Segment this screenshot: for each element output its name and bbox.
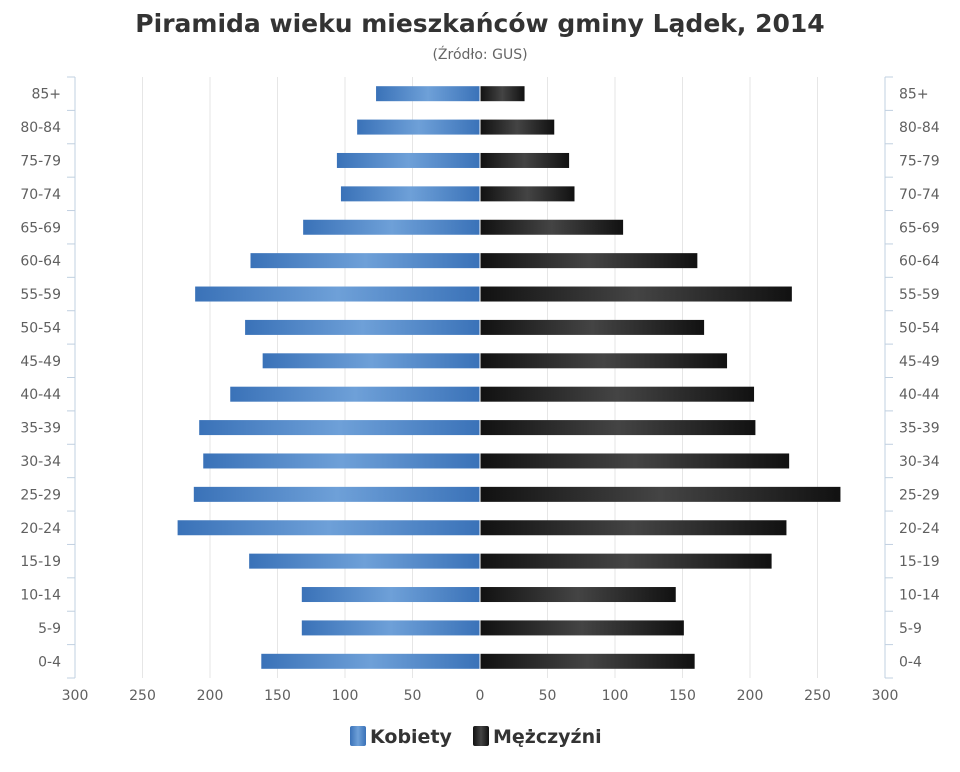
legend-label-mezczyzni: Mężczyźni (493, 726, 602, 748)
bar-mezczyzni[interactable] (480, 186, 575, 202)
bar-kobiety[interactable] (303, 219, 480, 235)
bar-kobiety[interactable] (376, 86, 480, 102)
bars (177, 77, 841, 678)
bar-mezczyzni[interactable] (480, 553, 772, 569)
bar-mezczyzni[interactable] (480, 353, 728, 369)
bar-kobiety[interactable] (177, 520, 480, 536)
category-label-right: 85+ (899, 87, 929, 103)
category-label-left: 75-79 (20, 153, 61, 169)
category-label-right: 30-34 (899, 454, 940, 470)
x-tick-label: 100 (602, 688, 629, 704)
category-label-right: 25-29 (899, 487, 940, 503)
x-tick-label: 200 (197, 688, 224, 704)
category-label-left: 50-54 (20, 320, 61, 336)
category-label-left: 65-69 (20, 220, 61, 236)
bar-mezczyzni[interactable] (480, 219, 624, 235)
legend-swatch-mezczyzni (473, 726, 489, 746)
category-label-right: 20-24 (899, 521, 940, 537)
x-tick-label: 300 (872, 688, 899, 704)
category-label-right: 15-19 (899, 554, 940, 570)
bar-kobiety[interactable] (357, 119, 480, 135)
category-label-right: 40-44 (899, 387, 940, 403)
bar-kobiety[interactable] (199, 420, 480, 436)
chart-title: Piramida wieku mieszkańców gminy Lądek, … (135, 9, 824, 38)
category-label-left: 0-4 (38, 654, 61, 670)
category-label-right: 45-49 (899, 354, 940, 370)
x-tick-label: 100 (332, 688, 359, 704)
category-label-left: 5-9 (38, 621, 61, 637)
bar-mezczyzni[interactable] (480, 486, 841, 502)
category-label-left: 30-34 (20, 454, 61, 470)
bar-mezczyzni[interactable] (480, 86, 525, 102)
bar-kobiety[interactable] (230, 386, 480, 402)
bar-mezczyzni[interactable] (480, 520, 787, 536)
x-tick-label: 200 (737, 688, 764, 704)
bar-mezczyzni[interactable] (480, 653, 695, 669)
bar-mezczyzni[interactable] (480, 386, 755, 402)
category-label-left: 45-49 (20, 354, 61, 370)
bar-mezczyzni[interactable] (480, 453, 790, 469)
chart-subtitle: (Źródło: GUS) (432, 45, 527, 63)
x-tick-labels: 300 250 200 150 100 50 0 50 100 150 200 250 300 (62, 688, 899, 704)
bar-kobiety[interactable] (261, 653, 480, 669)
bar-kobiety[interactable] (301, 587, 480, 603)
bar-kobiety[interactable] (195, 286, 480, 302)
bar-kobiety[interactable] (203, 453, 480, 469)
bar-kobiety[interactable] (249, 553, 480, 569)
x-tick-label: 250 (804, 688, 831, 704)
category-labels: 85+ 85+ 80-84 80-84 75-79 75-79 70-74 70-74 65-6… (20, 87, 939, 671)
category-label-left: 10-14 (20, 588, 61, 604)
bar-kobiety[interactable] (193, 486, 481, 502)
category-label-left: 25-29 (20, 487, 61, 503)
category-label-right: 35-39 (899, 421, 940, 437)
bar-mezczyzni[interactable] (480, 420, 756, 436)
bar-kobiety[interactable] (336, 152, 480, 168)
category-label-left: 60-64 (20, 254, 61, 270)
bar-kobiety[interactable] (250, 253, 481, 269)
category-label-left: 15-19 (20, 554, 61, 570)
category-label-left: 55-59 (20, 287, 61, 303)
category-label-left: 70-74 (20, 187, 61, 203)
category-label-right: 75-79 (899, 153, 940, 169)
legend-label-kobiety: Kobiety (370, 726, 453, 748)
legend[interactable]: Kobiety Mężczyźni (350, 726, 602, 748)
bar-mezczyzni[interactable] (480, 119, 555, 135)
category-label-right: 10-14 (899, 588, 940, 604)
category-label-left: 80-84 (20, 120, 61, 136)
x-tick-label: 300 (62, 688, 89, 704)
x-tick-label: 250 (129, 688, 156, 704)
category-label-right: 5-9 (899, 621, 922, 637)
legend-swatch-kobiety (350, 726, 366, 746)
category-label-left: 85+ (31, 87, 61, 103)
axes (67, 76, 893, 679)
category-label-right: 80-84 (899, 120, 940, 136)
category-label-right: 70-74 (899, 187, 940, 203)
category-label-right: 55-59 (899, 287, 940, 303)
category-label-left: 35-39 (20, 421, 61, 437)
legend-item-kobiety[interactable]: Kobiety (350, 726, 453, 748)
bar-kobiety[interactable] (340, 186, 480, 202)
category-label-left: 20-24 (20, 521, 61, 537)
category-label-left: 40-44 (20, 387, 61, 403)
x-tick-label: 50 (539, 688, 557, 704)
bar-mezczyzni[interactable] (480, 620, 684, 636)
x-tick-label: 150 (669, 688, 696, 704)
x-tick-label: 0 (476, 688, 485, 704)
category-label-right: 60-64 (899, 254, 940, 270)
bar-mezczyzni[interactable] (480, 286, 792, 302)
bar-mezczyzni[interactable] (480, 587, 676, 603)
bar-kobiety[interactable] (301, 620, 480, 636)
bar-mezczyzni[interactable] (480, 253, 698, 269)
bar-kobiety[interactable] (262, 353, 480, 369)
legend-item-mezczyzni[interactable]: Mężczyźni (473, 726, 602, 748)
bar-mezczyzni[interactable] (480, 319, 705, 335)
category-label-right: 0-4 (899, 654, 922, 670)
x-tick-label: 150 (264, 688, 291, 704)
bar-mezczyzni[interactable] (480, 152, 570, 168)
bar-kobiety[interactable] (245, 319, 480, 335)
category-label-right: 50-54 (899, 320, 940, 336)
x-tick-label: 50 (404, 688, 422, 704)
category-label-right: 65-69 (899, 220, 940, 236)
